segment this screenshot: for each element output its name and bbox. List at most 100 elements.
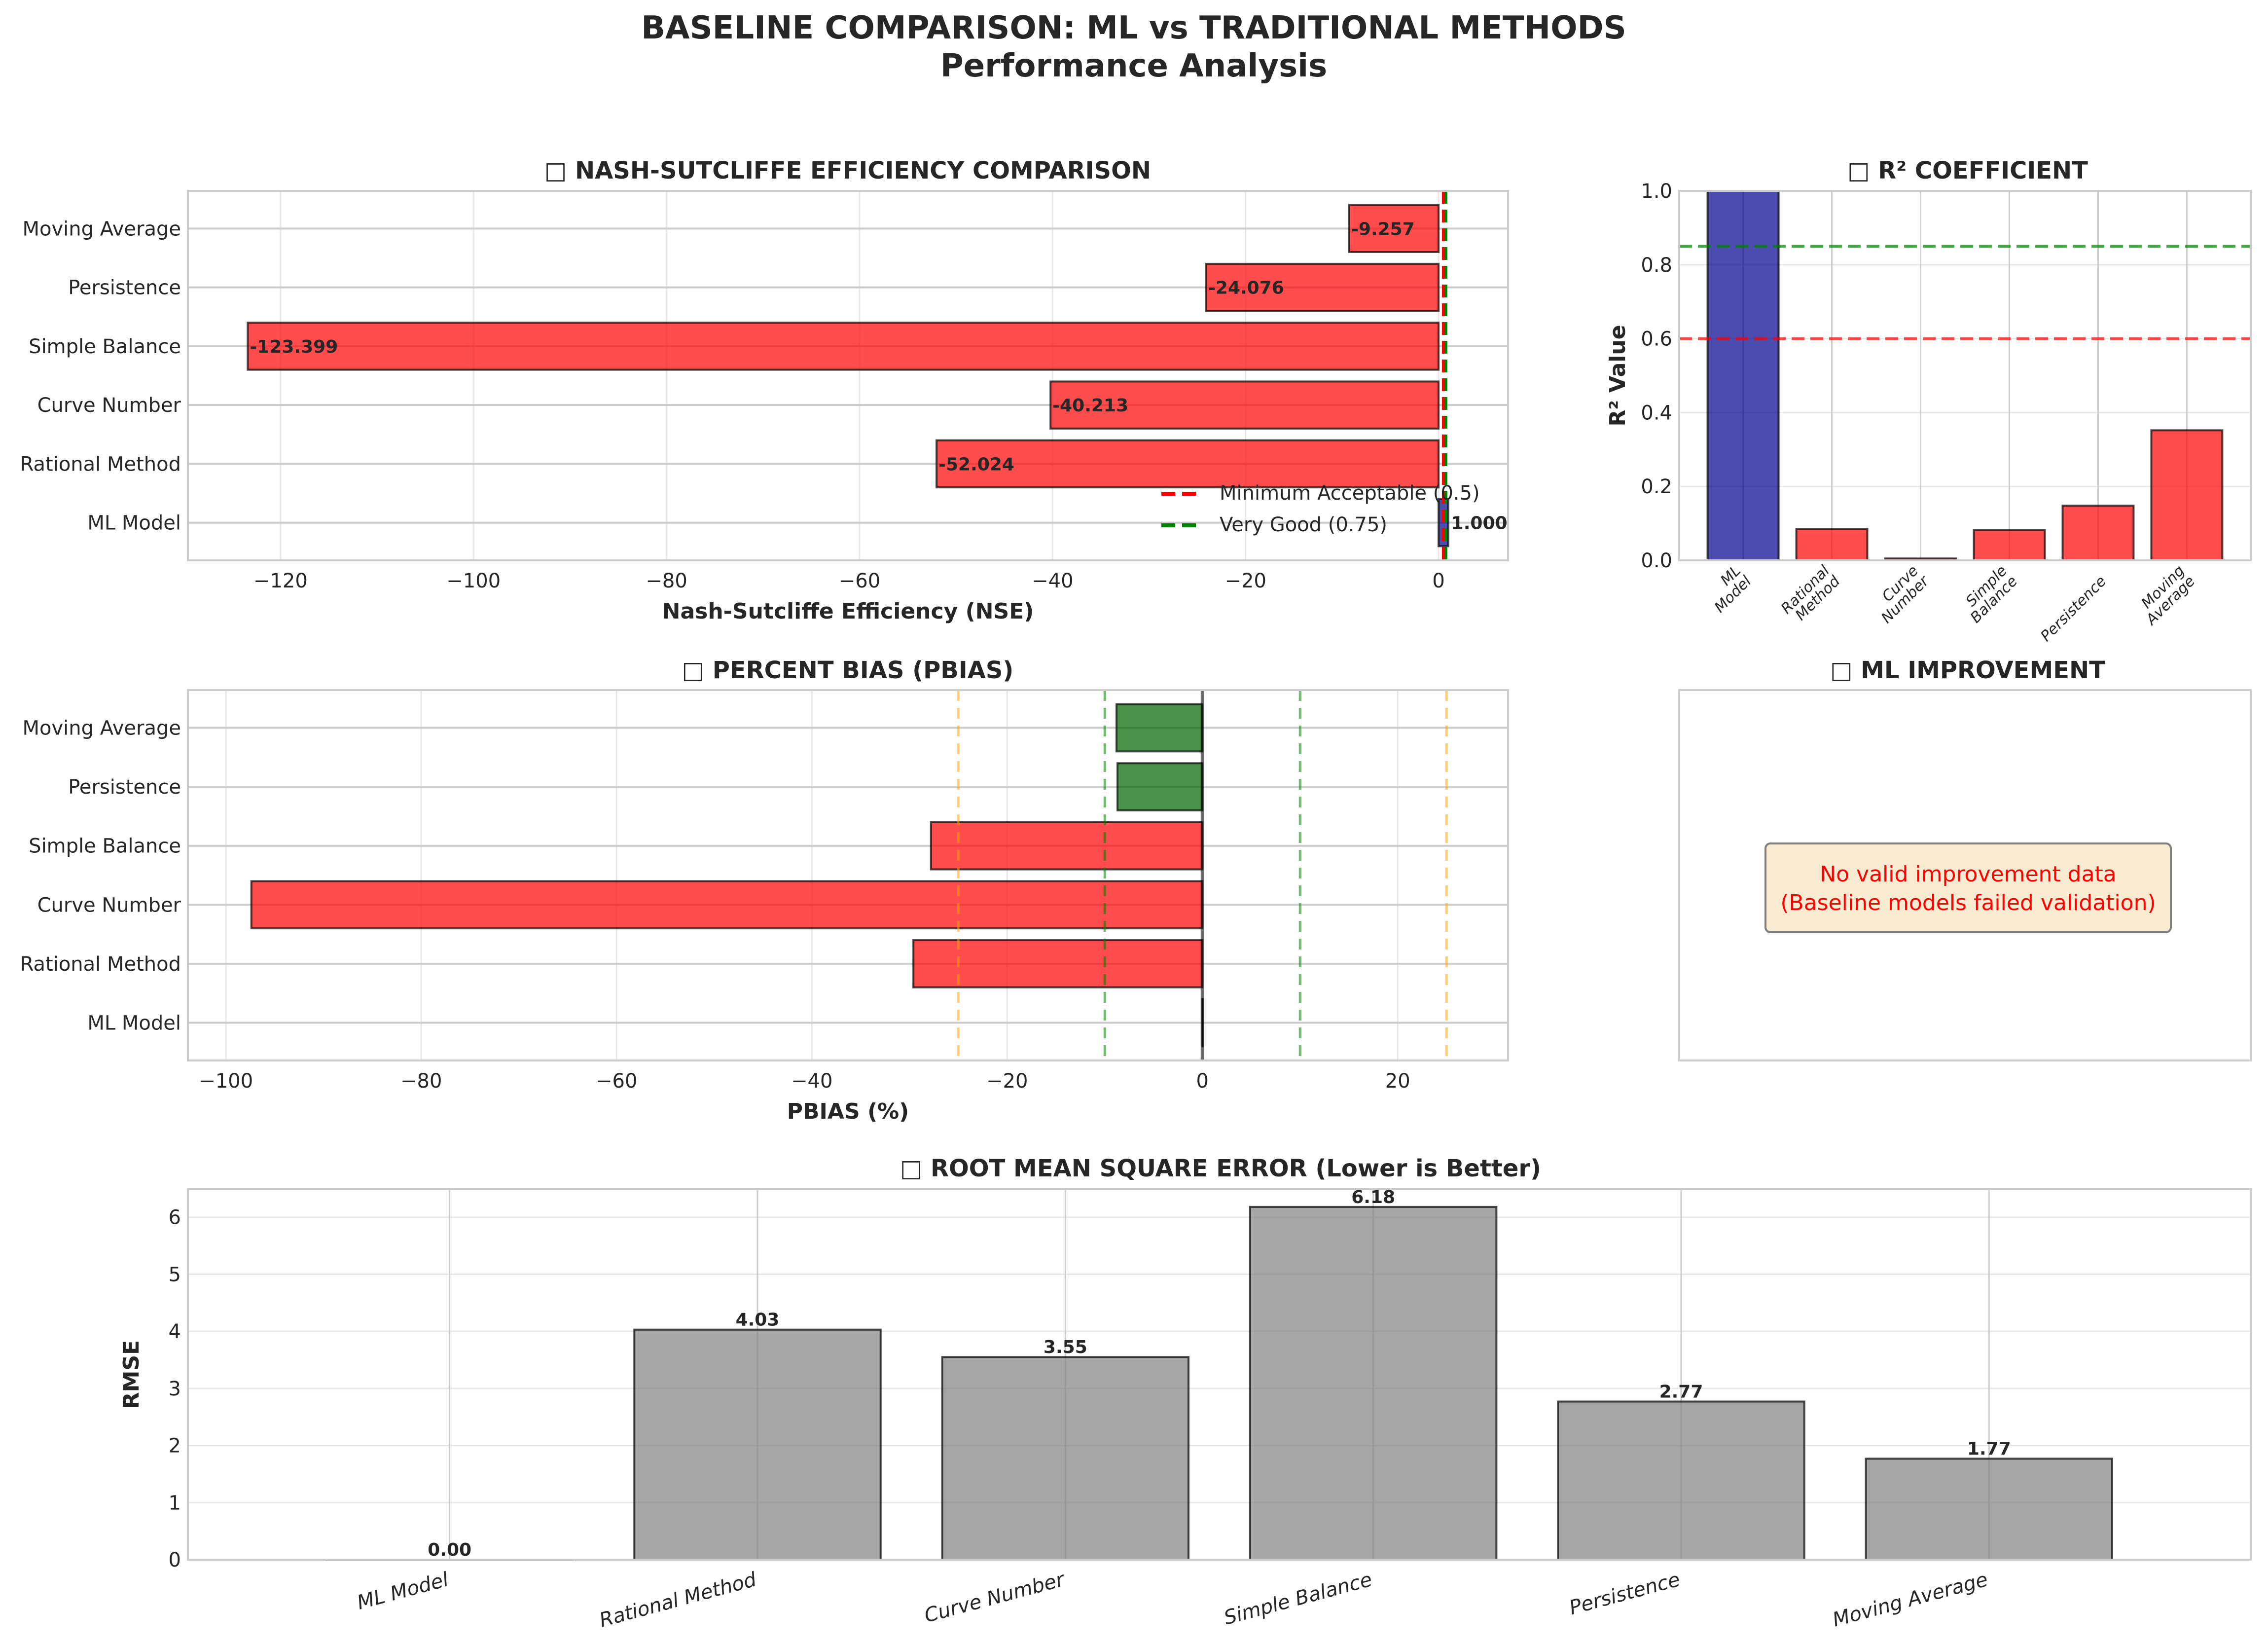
nse-g-value-label: -52.024 — [938, 454, 1014, 475]
pbias-g-bar — [1116, 703, 1204, 753]
pbias-g-xtick-label: −80 — [400, 1070, 442, 1093]
rmse-g-xtick-label-line: Rational Method — [597, 1568, 759, 1632]
pbias-g-ytick-label: Simple Balance — [29, 835, 181, 858]
rmse-g-bar — [1865, 1458, 2114, 1561]
nse-legend-label: Minimum Acceptable (0.5) — [1220, 482, 1480, 505]
pbias-chart: −100 −80 −60 −40 −20 0 20 ML Model Rational Meth… — [20, 689, 1509, 1124]
nse-g-ytick-label: Curve Number — [37, 394, 181, 417]
rmse-g-xtick-label-line: Moving Average — [1830, 1568, 1990, 1631]
rmse-g-xtick-label: Persistence — [1567, 1568, 1682, 1619]
rmse-g-ytick-label: 2 — [169, 1435, 181, 1458]
pbias-g-xtick-label: −20 — [986, 1070, 1028, 1093]
r2-g-xtick-label: RationalMethod — [1778, 562, 1844, 628]
nse-g-xtick-label: −40 — [1032, 570, 1073, 592]
no-data-note-box — [1764, 842, 2172, 933]
rmse-g-xtick-label: Moving Average — [1830, 1568, 1990, 1631]
pbias-g-xtick-label: 20 — [1385, 1070, 1410, 1093]
r2-g-xtick-label: MLModel — [1701, 562, 1755, 616]
rmse-g-bar — [633, 1328, 882, 1561]
rmse-g-bar — [1557, 1400, 1805, 1561]
nse-g-bar — [1049, 380, 1440, 430]
rmse-g-xtick-label: ML Model — [355, 1568, 451, 1614]
rmse-g-xtick-label-line: Persistence — [1567, 1568, 1682, 1619]
rmse-g-ytick-label: 6 — [169, 1206, 181, 1229]
nse-panel-title: □ NASH-SUTCLIFFE EFFICIENCY COMPARISON — [544, 157, 1151, 184]
rmse-g-value-label: 2.77 — [1659, 1382, 1703, 1402]
rmse-g-value-label: 0.00 — [428, 1540, 471, 1560]
nse-g-ytick-label: Simple Balance — [29, 335, 181, 358]
pbias-g-ytick-label: Curve Number — [37, 894, 181, 916]
nse-g-ytick-label: ML Model — [87, 512, 181, 535]
rmse-g-bar — [1249, 1206, 1498, 1561]
rmse-g-axes-frame — [187, 1188, 2252, 1561]
improvement-panel-title: □ ML IMPROVEMENT — [1830, 657, 2105, 684]
r2-g-y-axis-label: R² Value — [1605, 325, 1630, 426]
pbias-g-ytick-label: Rational Method — [20, 953, 181, 976]
nse-g-bar — [1348, 204, 1440, 254]
r2-panel-title: □ R² COEFFICIENT — [1847, 157, 2088, 184]
pbias-panel-title: □ PERCENT BIAS (PBIAS) — [682, 657, 1014, 684]
nse-g-axes-frame — [187, 190, 1509, 561]
pbias-g-bar — [1116, 762, 1204, 811]
pbias-g-ytick-label: Persistence — [68, 776, 181, 799]
pbias-g-xtick-label: 0 — [1196, 1070, 1209, 1093]
r2-chart: 0.0 0.2 0.4 0.6 0.8 1.0 MLModel RationalMethod C… — [1605, 180, 2252, 645]
r2-g-ytick-label: 0.2 — [1641, 475, 1672, 498]
figure-title-line2: Performance Analysis — [940, 48, 1327, 84]
rmse-g-value-label: 3.55 — [1044, 1337, 1087, 1357]
nse-g-ytick-label: Moving Average — [23, 218, 181, 240]
r2-g-ytick-label: 0.8 — [1641, 254, 1672, 277]
rmse-g-value-label: 1.77 — [1967, 1439, 2011, 1459]
rmse-g-xtick-label: Simple Balance — [1222, 1568, 1374, 1629]
rmse-g-xtick-label-line: ML Model — [355, 1568, 451, 1614]
r2-g-axes-frame — [1678, 190, 2252, 561]
nse-g-bar — [936, 439, 1440, 489]
nse-g-xtick-label: 0 — [1432, 570, 1444, 592]
rmse-g-xtick-label-line: Curve Number — [922, 1568, 1068, 1628]
rmse-chart: 0 1 2 3 4 5 6 0.00 4.03 3.55 6.18 2.77 1.77 ML Model R… — [119, 1187, 2252, 1632]
r2-g-xtick-label: Persistence — [2037, 573, 2110, 645]
rmse-g-y-axis-label: RMSE — [119, 1340, 144, 1409]
r2-g-bar — [1973, 529, 2046, 562]
nse-g-value-label: -24.076 — [1208, 278, 1284, 298]
r2-g-ytick-label: 0.4 — [1641, 402, 1672, 424]
nse-g-value-label: -40.213 — [1052, 396, 1128, 416]
no-data-note-line2: (Baseline models failed validation) — [1780, 890, 2156, 915]
pbias-g-bar — [912, 939, 1204, 988]
r2-g-xtick-label: CurveNumber — [1868, 562, 1933, 627]
improvement-chart: No valid improvement data (Baseline mode… — [1678, 689, 2252, 1061]
rmse-g-ytick-label: 3 — [169, 1378, 181, 1400]
nse-g-xtick-label: −80 — [646, 570, 687, 592]
nse-g-xtick-label: −100 — [446, 570, 501, 592]
pbias-g-axes-frame — [187, 689, 1509, 1061]
pbias-g-x-axis-label: PBIAS (%) — [787, 1099, 909, 1124]
nse-g-axes-bg — [188, 191, 1508, 560]
r2-g-ytick-label: 0.6 — [1641, 328, 1672, 351]
pbias-g-ytick-label: ML Model — [87, 1012, 181, 1034]
r2-g-bar — [1795, 528, 1869, 561]
rmse-g-xtick-label-line: Simple Balance — [1222, 1568, 1374, 1629]
figure-title-line1: BASELINE COMPARISON: ML vs TRADITIONAL M… — [641, 10, 1626, 46]
nse-g-bar — [1205, 262, 1440, 312]
r2-g-bar — [2061, 505, 2135, 561]
nse-legend-label: Very Good (0.75) — [1220, 513, 1387, 536]
no-data-note-line1: No valid improvement data — [1820, 862, 2117, 887]
nse-g-value-label: -9.257 — [1351, 219, 1415, 239]
rmse-g-value-label: 6.18 — [1351, 1187, 1395, 1207]
nse-chart: −120 −100 −80 −60 −40 −20 0 ML Model Rational Me… — [20, 190, 1509, 624]
nse-g-value-label: 1.000 — [1451, 513, 1508, 534]
rmse-panel-title: □ ROOT MEAN SQUARE ERROR (Lower is Bette… — [900, 1155, 1541, 1182]
pbias-g-xtick-label: −40 — [791, 1070, 832, 1093]
pbias-g-bar — [930, 821, 1204, 871]
r2-g-xtick-label: MovingAverage — [2131, 562, 2198, 629]
rmse-g-ytick-label: 5 — [169, 1263, 181, 1286]
pbias-g-axes-bg — [188, 690, 1508, 1060]
nse-g-xtick-label: −20 — [1225, 570, 1266, 592]
nse-g-bar — [247, 322, 1440, 371]
rmse-g-xtick-label: Rational Method — [597, 1568, 759, 1632]
rmse-g-value-label: 4.03 — [736, 1310, 780, 1330]
r2-g-bar — [2150, 429, 2224, 561]
pbias-g-xtick-label: −100 — [199, 1070, 253, 1093]
rmse-g-xtick-label: Curve Number — [922, 1568, 1068, 1628]
